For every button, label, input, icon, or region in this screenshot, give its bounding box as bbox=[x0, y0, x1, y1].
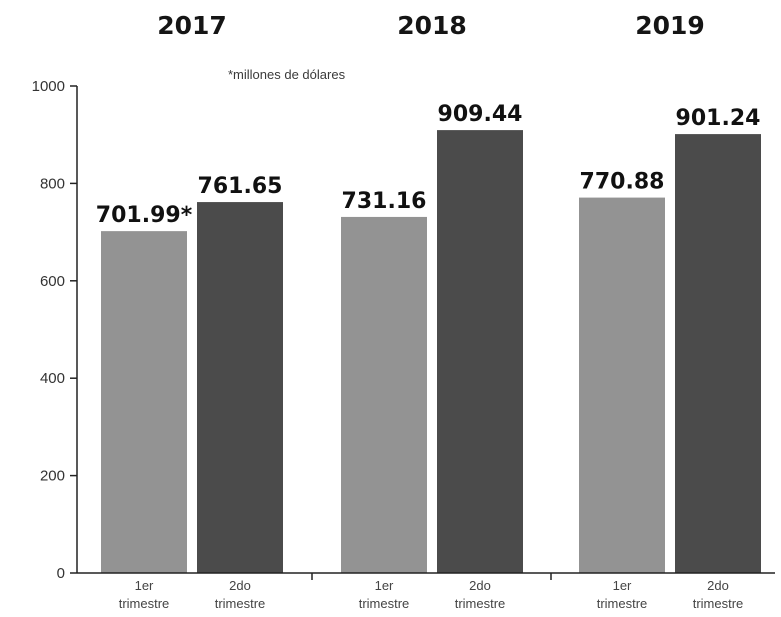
bar-2018-q1 bbox=[341, 216, 427, 573]
bar-2019-q2 bbox=[675, 134, 761, 573]
x-category-label-line1: 2do bbox=[707, 578, 729, 593]
year-label: 2017 bbox=[157, 11, 227, 40]
y-tick-label: 200 bbox=[40, 468, 65, 485]
data-label: 909.44 bbox=[438, 102, 523, 127]
year-label: 2019 bbox=[635, 11, 705, 40]
x-category-label-line2: trimestre bbox=[119, 596, 170, 611]
year-label: 2018 bbox=[397, 11, 467, 40]
x-category-label-line1: 1er bbox=[375, 578, 394, 593]
y-tick-label: 400 bbox=[40, 370, 65, 387]
year-headers: 2017 2018 2019 bbox=[157, 11, 705, 40]
bar-2019-q1 bbox=[579, 197, 665, 574]
x-category-label-line1: 2do bbox=[469, 578, 491, 593]
x-category-label-line2: trimestre bbox=[597, 596, 648, 611]
y-tick-label: 600 bbox=[40, 273, 65, 290]
x-category-label-line2: trimestre bbox=[455, 596, 506, 611]
x-category-label-line1: 2do bbox=[229, 578, 251, 593]
data-label: 761.65 bbox=[198, 174, 283, 199]
x-category-label-line1: 1er bbox=[613, 578, 632, 593]
units-note: *millones de dólares bbox=[228, 67, 346, 82]
y-tick-label: 0 bbox=[57, 565, 65, 582]
data-label: 701.99* bbox=[96, 203, 193, 228]
data-label: 731.16 bbox=[342, 189, 427, 214]
x-category-label-line2: trimestre bbox=[215, 596, 266, 611]
bar-2018-q2 bbox=[437, 130, 523, 573]
x-category-label-line2: trimestre bbox=[693, 596, 744, 611]
y-tick-label: 800 bbox=[40, 175, 65, 192]
x-category-label-line1: 1er bbox=[135, 578, 154, 593]
data-label: 770.88 bbox=[580, 170, 665, 195]
bar-2017-q1 bbox=[101, 231, 187, 574]
y-axis: 0 200 400 600 800 1000 bbox=[32, 78, 78, 582]
bar-2017-q2 bbox=[197, 202, 283, 573]
bars: 701.99*761.65 731.16 909.44 770.88 901.24 bbox=[96, 102, 761, 574]
x-category-label-line2: trimestre bbox=[359, 596, 410, 611]
y-tick-label: 1000 bbox=[32, 78, 65, 95]
x-axis: 1er trimestre 2do trimestre 1er trimestre 2do t… bbox=[77, 572, 775, 611]
data-label: 901.24 bbox=[676, 106, 761, 131]
